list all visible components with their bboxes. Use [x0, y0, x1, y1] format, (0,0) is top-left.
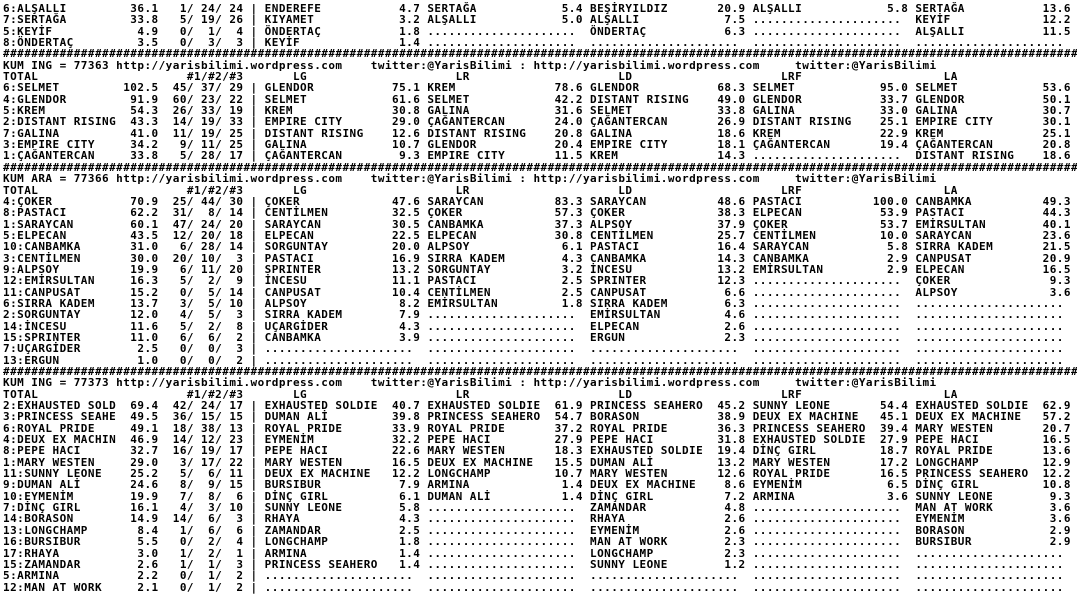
twitter-handle: twitter:@YarisBilimi [795, 172, 937, 186]
column-header-row: TOTAL #1/#2/#3 LG LR LD LRF LA [3, 387, 1077, 401]
table-row: 4:ÇOKER 70.9 25/ 44/ 30 | ÇOKER 47.6 SAR… [3, 194, 1077, 208]
table-row: 9:DUMAN ALİ 24.6 8/ 9/ 15 | BURSIBUR 7.9… [3, 478, 1077, 492]
source-line: KUM ARA = 77366 http://yarisbilimi.wordp… [3, 172, 937, 186]
table-row: 13:LONGCHAMP 8.4 1/ 6/ 6 | ZAMANDAR 2.5 … [3, 523, 1077, 537]
table-row: 4:GLENDOR 91.9 60/ 23/ 22 | SELMET 61.6 … [3, 92, 1077, 106]
table-row: 14:BORASON 14.9 14/ 6/ 3 | RHAYA 4.3 ...… [3, 512, 1077, 526]
twitter-handle: twitter:@YarisBilimi [795, 58, 937, 72]
table-row: 4:DEUX EX MACHIN 46.9 14/ 12/ 23 | EYMEN… [3, 433, 1077, 447]
source-line: KUM ING = 77363 http://yarisbilimi.wordp… [3, 58, 937, 72]
table-row: 5:ARMINA 2.2 0/ 1/ 2 | .................… [3, 569, 1077, 583]
table-row: 12:EMİRSULTAN 16.3 5/ 2/ 9 | İNCESU 11.1… [3, 274, 1077, 288]
separator-row: ########################################… [3, 160, 1077, 174]
twitter-handle: twitter:@YarisBilimi [370, 376, 513, 390]
table-row: 7:DİNÇ GIRL 16.1 4/ 3/ 10 | SUNNY LEONE … [3, 501, 1077, 515]
table-row: 11:CANPUSAT 15.2 0/ 5/ 14 | CANPUSAT 10.… [3, 285, 1077, 299]
table-row: 8:PASTACI 62.2 31/ 8/ 14 | CENTİLMEN 32.… [3, 206, 1077, 220]
table-row: 5:ELPECAN 43.5 12/ 20/ 18 | ELPECAN 22.5… [3, 228, 1077, 242]
separator-row: ########################################… [3, 365, 1077, 378]
table-row: 5:KEYİF 4.9 0/ 1/ 4 | ÖNDERTAÇ 1.8 .....… [3, 24, 1077, 38]
column-header-row: TOTAL #1/#2/#3 LG LR LD LRF LA [3, 183, 1077, 197]
section-title: KUM ING = 77363 [3, 58, 117, 72]
section-title: KUM ARA = 77366 [3, 172, 117, 186]
table-row: 6:SIRRA KADEM 13.7 3/ 5/ 10 | ALPSOY 8.2… [3, 296, 1077, 310]
table-row: 8:PEPE HACI 32.7 16/ 19/ 17 | PEPE HACI … [3, 444, 1077, 458]
table-row: 1:SARAYCAN 60.1 47/ 24/ 20 | SARAYCAN 30… [3, 217, 1077, 231]
source-url: http://yarisbilimi.wordpress.com [116, 172, 343, 186]
table-row: 17:RHAYA 3.0 1/ 2/ 1 | ARMINA 1.4 ......… [3, 546, 1077, 560]
table-row: 15:ZAMANDAR 2.6 1/ 1/ 3 | PRINCESS SEAHE… [3, 557, 1077, 571]
source-url: http://yarisbilimi.wordpress.com [116, 58, 343, 72]
table-row: 2:SORGUNTAY 12.0 4/ 5/ 3 | SIRRA KADEM 7… [3, 308, 1077, 322]
table-row: 3:CENTİLMEN 30.0 20/ 10/ 3 | PASTACI 16.… [3, 251, 1077, 265]
table-row: 10:EYMENİM 19.9 7/ 8/ 6 | DİNÇ GIRL 6.1 … [3, 489, 1077, 503]
column-header-row: TOTAL #1/#2/#3 LG LR LD LRF LA [3, 70, 1077, 84]
table-row: 6:SELMET 102.5 45/ 37/ 29 | GLENDOR 75.1… [3, 81, 1077, 95]
twitter-handle: twitter:@YarisBilimi [370, 172, 513, 186]
table-row: 8:ÖNDERTAÇ 3.5 0/ 3/ 3 | KEYİF 1.4 .....… [3, 36, 1077, 50]
source-line: KUM ING = 77373 http://yarisbilimi.wordp… [3, 376, 937, 390]
table-row: 15:SPRINTER 11.0 6/ 6/ 2 | CANBAMKA 3.9 … [3, 330, 1077, 344]
table-row: 1:MARY WESTEN 29.0 3/ 17/ 22 | MARY WEST… [3, 455, 1077, 469]
source-url: http://yarisbilimi.wordpress.com [533, 58, 760, 72]
source-url: http://yarisbilimi.wordpress.com [116, 376, 343, 390]
table-row: 16:BURSIBUR 5.5 0/ 2/ 4 | LONGCHAMP 1.8 … [3, 535, 1077, 549]
table-row: 7:UÇARGİDER 2.5 0/ 0/ 3 | ..............… [3, 342, 1077, 356]
twitter-handle: twitter:@YarisBilimi [795, 376, 937, 390]
table-row: 9:ALPSOY 19.9 6/ 11/ 20 | SPRINTER 13.2 … [3, 262, 1077, 276]
table-row: 14:İNCESU 11.6 5/ 2/ 8 | UÇARGİDER 4.3 .… [3, 319, 1077, 333]
table-row: 2:DISTANT RISING 43.3 14/ 19/ 33 | EMPIR… [3, 115, 1077, 129]
table-row: 1:ÇAĞANTERCAN 33.8 5/ 28/ 17 | ÇAĞANTERC… [3, 149, 1077, 163]
separator-row: ########################################… [3, 47, 1077, 61]
table-row: 6:ALŞALLI 36.1 1/ 24/ 24 | ENDEREFE 4.7 … [3, 2, 1077, 15]
twitter-handle: twitter:@YarisBilimi [370, 58, 513, 72]
table-row: 11:SUNNY LEONE 25.2 5/ 6/ 11 | DEUX EX M… [3, 467, 1077, 481]
table-row: 13:ERGUN 1.0 0/ 0/ 2 | .................… [3, 353, 1077, 367]
table-row: 5:KREM 54.3 26/ 33/ 19 | KREM 30.8 GALIN… [3, 104, 1077, 118]
table-row: 12:MAN AT WORK 2.1 0/ 1/ 2 | ...........… [3, 580, 1077, 594]
table-row: 2:EXHAUSTED SOLD 69.4 42/ 24/ 17 | EXHAU… [3, 399, 1077, 413]
table-row: 3:PRINCESS SEAHE 49.5 36/ 15/ 15 | DUMAN… [3, 410, 1077, 424]
table-row: 7:SERTAĞA 33.8 5/ 19/ 26 | KIYAMET 3.2 A… [3, 13, 1077, 27]
table-row: 7:GALINA 41.0 11/ 19/ 25 | DISTANT RISIN… [3, 126, 1077, 140]
source-url: http://yarisbilimi.wordpress.com [533, 172, 760, 186]
source-url: http://yarisbilimi.wordpress.com [533, 376, 760, 390]
table-row: 10:CANBAMKA 31.0 6/ 28/ 14 | SORGUNTAY 2… [3, 240, 1077, 254]
section-title: KUM ING = 77373 [3, 376, 117, 390]
table-row: 3:EMPIRE CITY 34.2 9/ 11/ 25 | GALINA 10… [3, 138, 1077, 152]
table-row: 6:ROYAL PRIDE 49.1 18/ 38/ 13 | ROYAL PR… [3, 421, 1077, 435]
